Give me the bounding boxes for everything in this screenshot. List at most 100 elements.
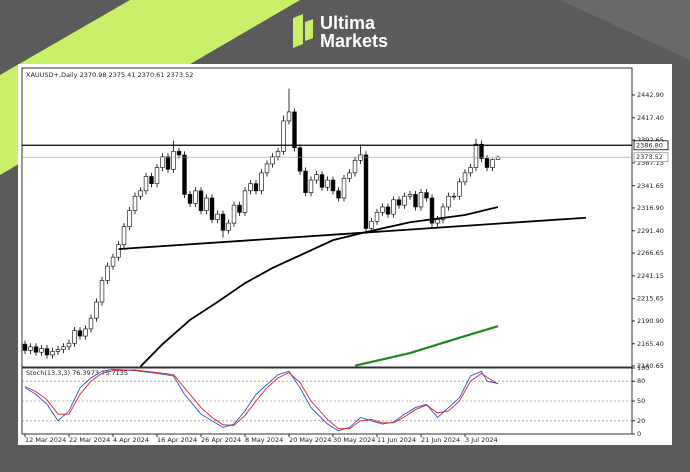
candle-body bbox=[457, 181, 462, 197]
y-tick-label: 2291.40 bbox=[637, 227, 664, 235]
y-tick-label: 2367.15 bbox=[637, 159, 664, 167]
candle-body bbox=[451, 195, 457, 198]
indicator-line bbox=[118, 216, 587, 251]
candle-body bbox=[242, 190, 248, 213]
candle-body bbox=[77, 330, 83, 337]
candle-body bbox=[105, 265, 110, 281]
stoch-tick-label: 0 bbox=[637, 430, 641, 438]
x-tick-label: 26 Apr 2024 bbox=[201, 436, 241, 444]
candle-body bbox=[363, 154, 369, 229]
x-tick-label: 8 May 2024 bbox=[245, 436, 283, 444]
logo-icon bbox=[293, 14, 303, 48]
candle-body bbox=[88, 317, 94, 330]
y-tick-label: 2241.15 bbox=[637, 272, 664, 280]
candle-body bbox=[165, 156, 171, 170]
candle-body bbox=[413, 194, 418, 208]
candle-body bbox=[138, 190, 143, 197]
price-box-label: 2373.52 bbox=[636, 153, 663, 161]
ohlc-close: 2373.52 bbox=[167, 71, 194, 79]
candle-body bbox=[259, 172, 264, 192]
symbol-label: XAUUSD+,Daily 2370.98 2375.41 2370.61 23… bbox=[26, 71, 193, 79]
candle-body bbox=[44, 348, 50, 356]
y-tick-label: 2215.65 bbox=[637, 295, 664, 303]
candle-body bbox=[253, 183, 259, 192]
candle-body bbox=[72, 330, 77, 344]
chart-panel bbox=[18, 64, 672, 445]
candle-body bbox=[440, 206, 446, 220]
candle-body bbox=[237, 204, 242, 213]
candle-body bbox=[347, 172, 352, 179]
y-tick-label: 2266.65 bbox=[637, 249, 664, 257]
candle-body bbox=[127, 210, 132, 227]
x-tick-label: 20 May 2024 bbox=[289, 436, 331, 444]
price-box-label: 2386.80 bbox=[636, 141, 663, 149]
candle-body bbox=[182, 154, 187, 195]
price-plot bbox=[22, 88, 587, 367]
candle-body bbox=[171, 151, 176, 170]
stoch-tick-label: 20 bbox=[637, 417, 645, 425]
candle-body bbox=[330, 179, 336, 192]
price-frame bbox=[21, 67, 633, 368]
candle-body bbox=[248, 183, 253, 192]
candle-body bbox=[116, 244, 121, 258]
candle-body bbox=[231, 204, 237, 224]
candle-body bbox=[121, 226, 127, 245]
candle-body bbox=[204, 197, 209, 211]
stoch-name: Stoch(13,3,3) bbox=[26, 369, 70, 377]
candle-body bbox=[193, 190, 198, 204]
candle-body bbox=[369, 221, 374, 229]
y-tick-label: 2341.65 bbox=[637, 182, 664, 190]
x-tick-label: 3 Jul 2024 bbox=[465, 436, 498, 444]
ohlc-low: 2370.61 bbox=[138, 71, 165, 79]
candle-body bbox=[28, 346, 33, 351]
logo-text: Markets bbox=[320, 31, 388, 51]
candle-body bbox=[61, 346, 66, 350]
candle-body bbox=[391, 199, 396, 215]
candle-body bbox=[66, 342, 72, 348]
y-tick-label: 2140.65 bbox=[637, 362, 664, 370]
stoch-tick-label: 80 bbox=[637, 377, 645, 385]
candle-body bbox=[484, 158, 490, 168]
logo-text: Ultima bbox=[320, 13, 376, 33]
candle-body bbox=[297, 147, 303, 172]
candle-body bbox=[275, 151, 281, 158]
candle-body bbox=[149, 176, 154, 184]
logo-icon bbox=[305, 19, 313, 41]
candle-body bbox=[490, 159, 495, 168]
stoch-tick-label: 50 bbox=[637, 397, 645, 405]
x-tick-label: 12 Mar 2024 bbox=[25, 436, 66, 444]
candle-body bbox=[473, 143, 479, 168]
x-tick-label: 4 Apr 2024 bbox=[113, 436, 149, 444]
x-tick-label: 11 Jun 2024 bbox=[377, 436, 416, 444]
candle-body bbox=[50, 351, 55, 356]
candle-body bbox=[418, 192, 424, 208]
candle-body bbox=[303, 170, 308, 193]
candle-body bbox=[358, 154, 363, 161]
accent-shade bbox=[560, 0, 690, 60]
candle-body bbox=[396, 199, 402, 206]
y-tick-label: 2392.65 bbox=[637, 136, 664, 144]
y-tick-label: 2417.40 bbox=[637, 114, 664, 122]
candle-body bbox=[402, 195, 407, 206]
candle-body bbox=[110, 256, 116, 267]
candle-body bbox=[292, 111, 297, 149]
candle-body bbox=[435, 219, 440, 224]
x-tick-label: 16 Apr 2024 bbox=[157, 436, 197, 444]
candle-body bbox=[154, 167, 160, 184]
stoch-line bbox=[24, 368, 499, 432]
candle-body bbox=[209, 197, 215, 220]
x-tick-label: 30 May 2024 bbox=[333, 436, 375, 444]
stoch-line bbox=[24, 369, 499, 430]
indicator-line bbox=[139, 206, 499, 367]
candle-body bbox=[446, 195, 451, 208]
ohlc-high: 2375.41 bbox=[109, 71, 136, 79]
stoch-signal: 75.7135 bbox=[101, 369, 128, 377]
candle-body bbox=[215, 213, 220, 220]
candle-body bbox=[314, 174, 319, 181]
candle-body bbox=[380, 206, 385, 213]
candle-body bbox=[143, 176, 149, 192]
candle-body bbox=[176, 151, 182, 156]
candle-body bbox=[220, 213, 226, 231]
candle-body bbox=[308, 179, 314, 193]
